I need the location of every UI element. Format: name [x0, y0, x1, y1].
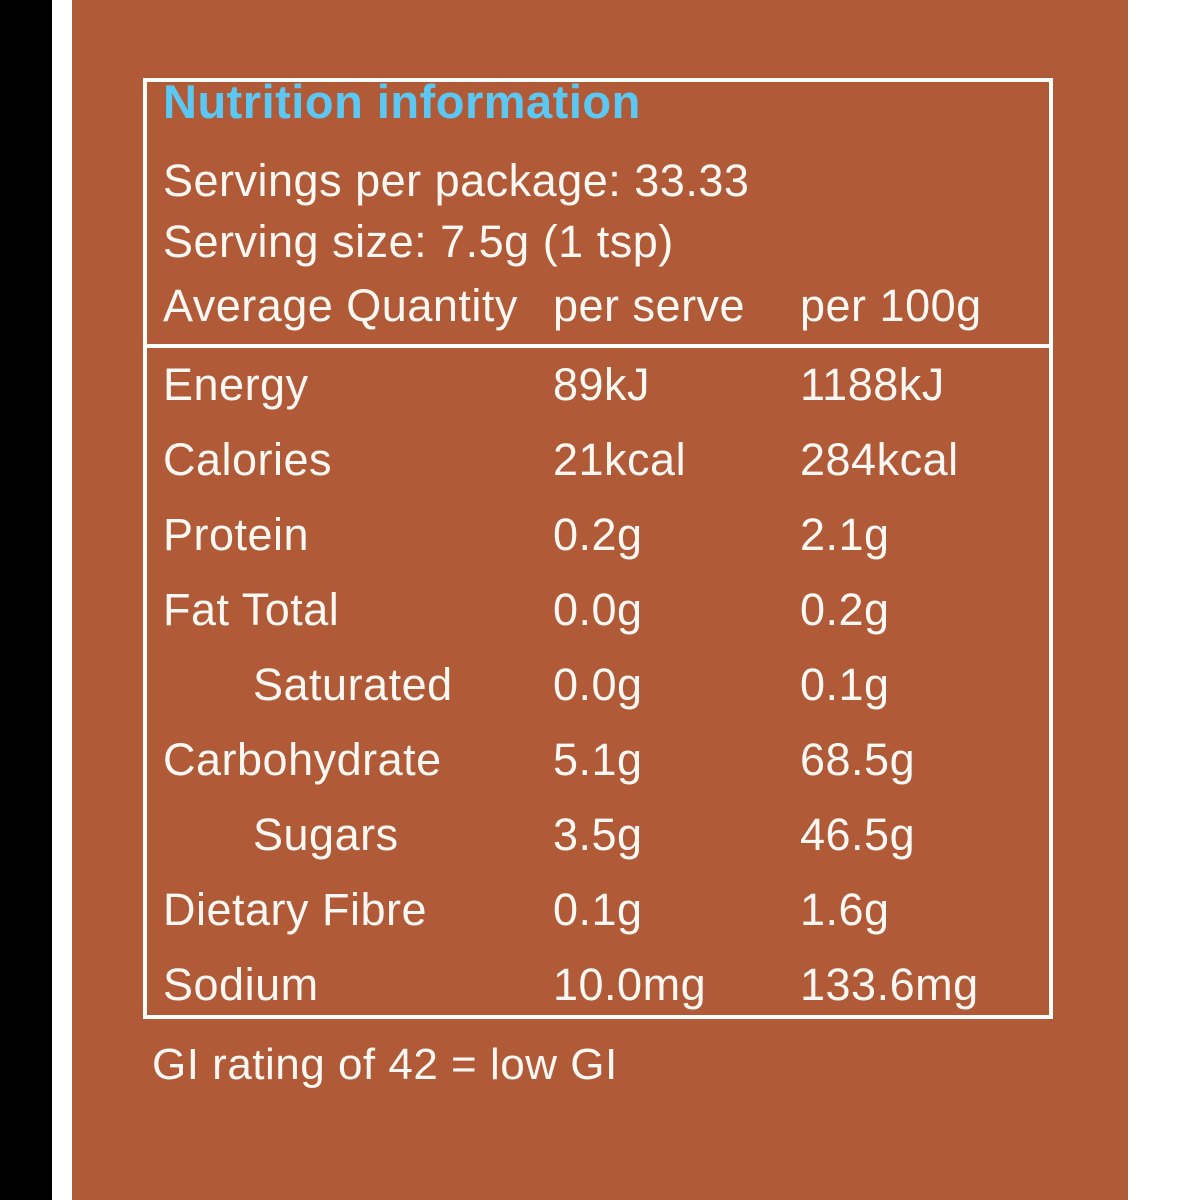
row-fat-total-per-serve: 0.0g	[553, 584, 643, 635]
row-dietary-fibre-label: Dietary Fibre	[163, 884, 428, 935]
servings-per-package-line: Servings per package: 33.33	[163, 155, 750, 206]
gi-rating-line: GI rating of 42 = low GI	[152, 1040, 618, 1089]
row-protein-label: Protein	[163, 509, 310, 560]
row-protein-per-serve: 0.2g	[553, 509, 643, 560]
row-calories-per-serve: 21kcal	[553, 434, 687, 485]
table-header-per-serve: per serve	[553, 280, 746, 331]
right-white-edge	[1128, 0, 1200, 1200]
row-sugars-per-100g: 46.5g	[800, 809, 916, 860]
row-saturated-per-serve: 0.0g	[553, 659, 643, 710]
header-divider-line	[147, 344, 1049, 348]
row-carbohydrate-per-100g: 68.5g	[800, 734, 916, 785]
row-sugars-per-serve: 3.5g	[553, 809, 643, 860]
row-sodium-label: Sodium	[163, 959, 319, 1010]
row-dietary-fibre-per-100g: 1.6g	[800, 884, 890, 935]
row-saturated-label: Saturated	[253, 659, 453, 710]
serving-size-line: Serving size: 7.5g (1 tsp)	[163, 216, 674, 267]
row-protein-per-100g: 2.1g	[800, 509, 890, 560]
row-dietary-fibre-per-serve: 0.1g	[553, 884, 643, 935]
row-energy-label: Energy	[163, 359, 309, 410]
row-fat-total-per-100g: 0.2g	[800, 584, 890, 635]
row-saturated-per-100g: 0.1g	[800, 659, 890, 710]
nutrition-info-box	[143, 78, 1053, 1019]
row-calories-per-100g: 284kcal	[800, 434, 959, 485]
terracotta-panel	[72, 0, 1128, 1200]
row-calories-label: Calories	[163, 434, 333, 485]
page-title: Nutrition information	[163, 75, 641, 128]
row-sugars-label: Sugars	[253, 809, 399, 860]
row-fat-total-label: Fat Total	[163, 584, 340, 635]
row-carbohydrate-per-serve: 5.1g	[553, 734, 643, 785]
table-header-average-quantity: Average Quantity	[163, 280, 518, 331]
table-header-per-100g: per 100g	[800, 280, 982, 331]
row-energy-per-serve: 89kJ	[553, 359, 651, 410]
row-sodium-per-100g: 133.6mg	[800, 959, 979, 1010]
row-sodium-per-serve: 10.0mg	[553, 959, 707, 1010]
left-white-edge	[52, 0, 72, 1200]
row-energy-per-100g: 1188kJ	[800, 359, 945, 410]
left-black-strip	[0, 0, 52, 1200]
row-carbohydrate-label: Carbohydrate	[163, 734, 442, 785]
